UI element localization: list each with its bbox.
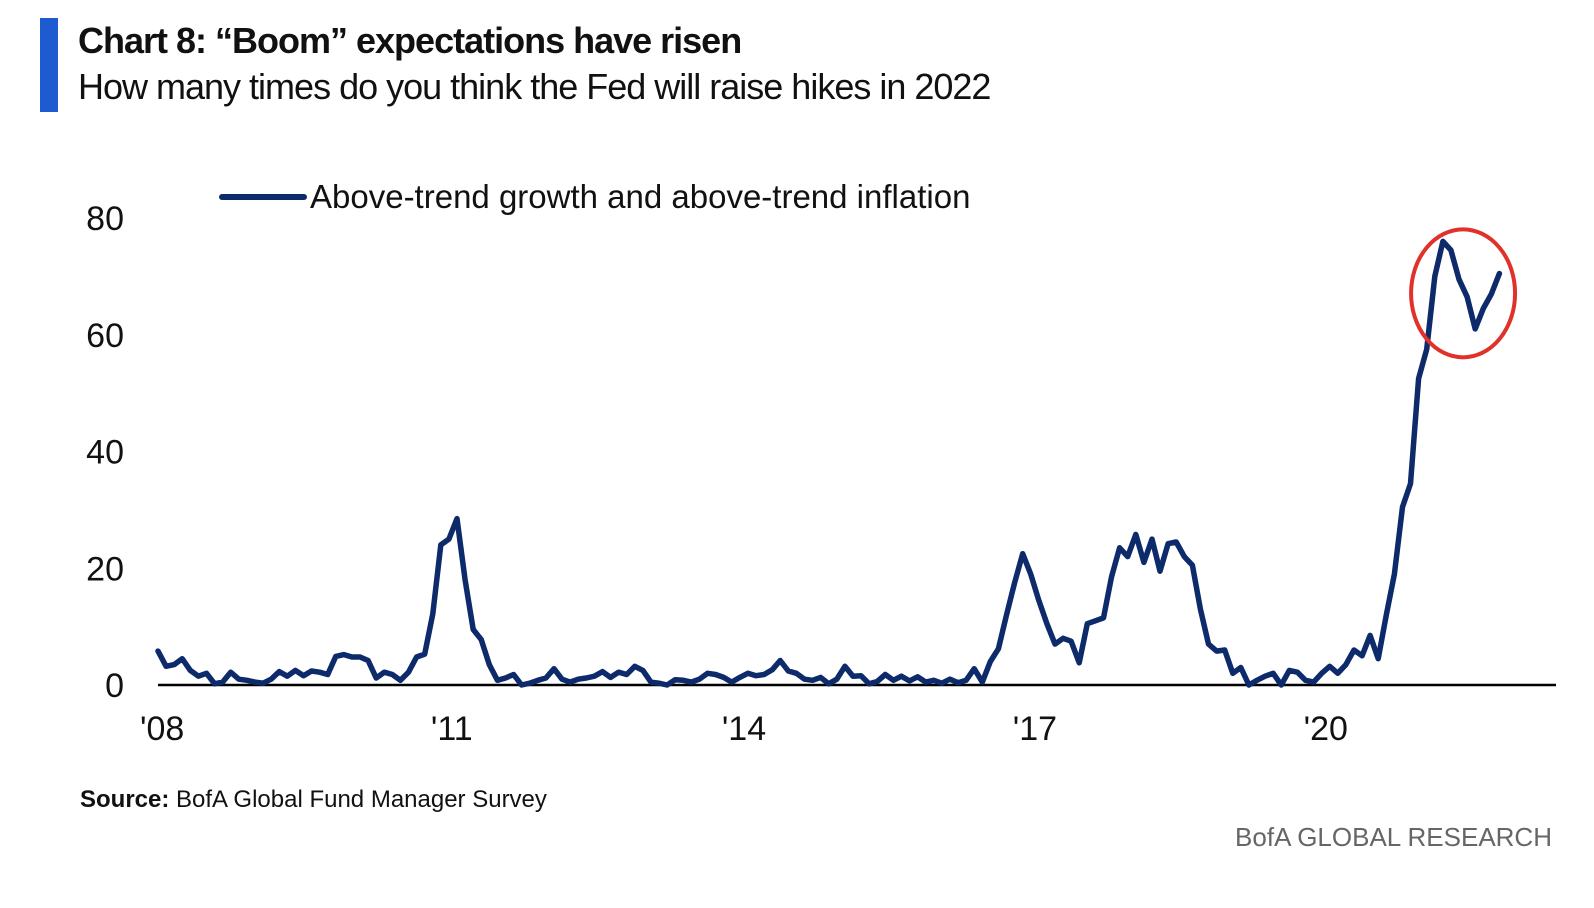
y-tick-label: 80 <box>86 200 124 238</box>
legend-label: Above-trend growth and above-trend infla… <box>310 178 970 215</box>
brand-label: BofA GLOBAL RESEARCH <box>1235 822 1552 852</box>
title-accent-bar <box>40 18 58 112</box>
y-axis-ticks: 0 20 40 60 80 <box>86 200 124 705</box>
x-tick-label: '20 <box>1304 710 1348 748</box>
chart-subtitle: How many times do you think the Fed will… <box>78 66 991 107</box>
x-tick-label: '17 <box>1013 710 1057 748</box>
x-tick-label: '08 <box>140 710 184 748</box>
source-text: BofA Global Fund Manager Survey <box>176 786 547 813</box>
x-axis-ticks: '08 '11 '14 '17 '20 <box>140 710 1348 748</box>
source-label: Source: <box>80 786 170 813</box>
y-tick-label: 0 <box>105 667 124 705</box>
series-line-boom-expectations <box>155 238 1503 688</box>
y-tick-label: 40 <box>86 434 124 472</box>
y-tick-label: 60 <box>86 317 124 355</box>
highlight-circle-annotation <box>1409 227 1518 360</box>
source-note: Source: BofA Global Fund Manager Survey <box>80 786 547 814</box>
x-tick-label: '14 <box>722 710 766 748</box>
x-tick-label: '11 <box>431 710 473 748</box>
chart-legend: Above-trend growth and above-trend infla… <box>219 178 970 215</box>
y-tick-label: 20 <box>86 550 124 588</box>
series-points <box>157 241 1500 686</box>
chart-title: Chart 8: “Boom” expectations have risen <box>78 20 742 61</box>
